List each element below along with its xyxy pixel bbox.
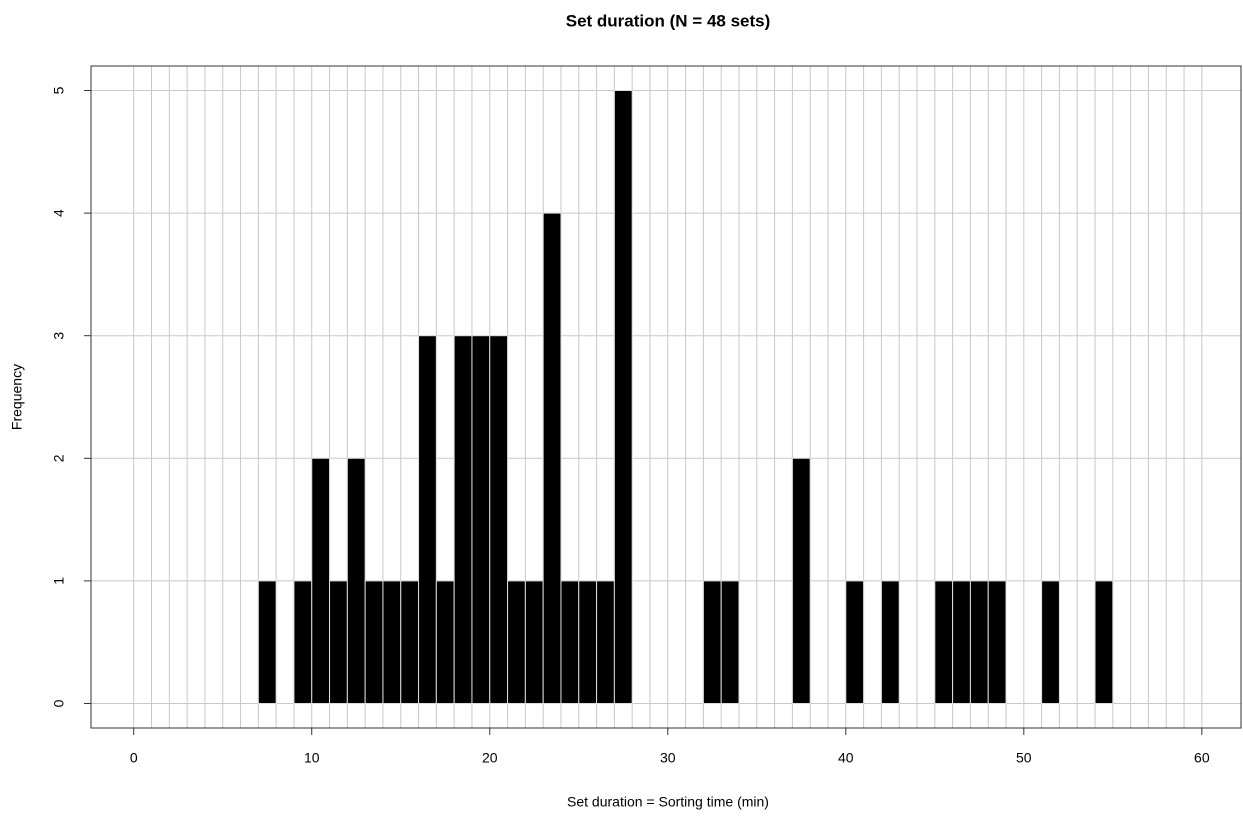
bar bbox=[382, 580, 402, 704]
y-tick-label: 0 bbox=[51, 699, 67, 707]
x-tick-label: 20 bbox=[482, 750, 498, 766]
y-tick-label: 3 bbox=[51, 332, 67, 340]
x-tick-label: 10 bbox=[304, 750, 320, 766]
bar bbox=[596, 580, 615, 704]
bar bbox=[329, 580, 348, 704]
x-tick-label: 60 bbox=[1194, 750, 1210, 766]
y-tick-label: 1 bbox=[51, 577, 67, 585]
bar bbox=[524, 580, 544, 704]
x-tick-label: 0 bbox=[130, 750, 138, 766]
chart-title: Set duration (N = 48 sets) bbox=[566, 11, 771, 30]
bar bbox=[987, 580, 1007, 704]
y-axis-label: Frequency bbox=[9, 364, 25, 430]
bar bbox=[791, 457, 811, 704]
x-axis-label: Set duration = Sorting time (min) bbox=[567, 794, 769, 810]
bar bbox=[346, 457, 366, 704]
y-tick-label: 5 bbox=[51, 86, 67, 94]
bar bbox=[257, 580, 277, 704]
bar bbox=[845, 580, 865, 704]
bar bbox=[418, 335, 437, 704]
bar bbox=[293, 580, 313, 704]
x-tick-label: 30 bbox=[660, 750, 676, 766]
bar bbox=[489, 335, 509, 704]
bar bbox=[720, 580, 740, 704]
bar bbox=[578, 580, 598, 704]
bar bbox=[471, 335, 491, 704]
x-tick-label: 40 bbox=[838, 750, 854, 766]
bar bbox=[542, 212, 562, 704]
bar bbox=[952, 580, 971, 704]
bar bbox=[1041, 580, 1060, 704]
bar bbox=[560, 580, 580, 704]
bar bbox=[1094, 580, 1114, 704]
bar bbox=[364, 580, 384, 704]
x-tick-label: 50 bbox=[1016, 750, 1032, 766]
bar bbox=[880, 580, 900, 704]
bar bbox=[969, 580, 989, 704]
bar bbox=[435, 580, 455, 704]
bar bbox=[934, 580, 954, 704]
bar bbox=[311, 457, 331, 704]
y-tick-label: 4 bbox=[51, 209, 67, 217]
bar bbox=[613, 90, 633, 704]
bar bbox=[507, 580, 526, 704]
bar bbox=[453, 335, 473, 704]
y-tick-label: 2 bbox=[51, 454, 67, 462]
bar bbox=[702, 580, 722, 704]
plot-frame bbox=[90, 65, 1242, 729]
bar bbox=[400, 580, 420, 704]
